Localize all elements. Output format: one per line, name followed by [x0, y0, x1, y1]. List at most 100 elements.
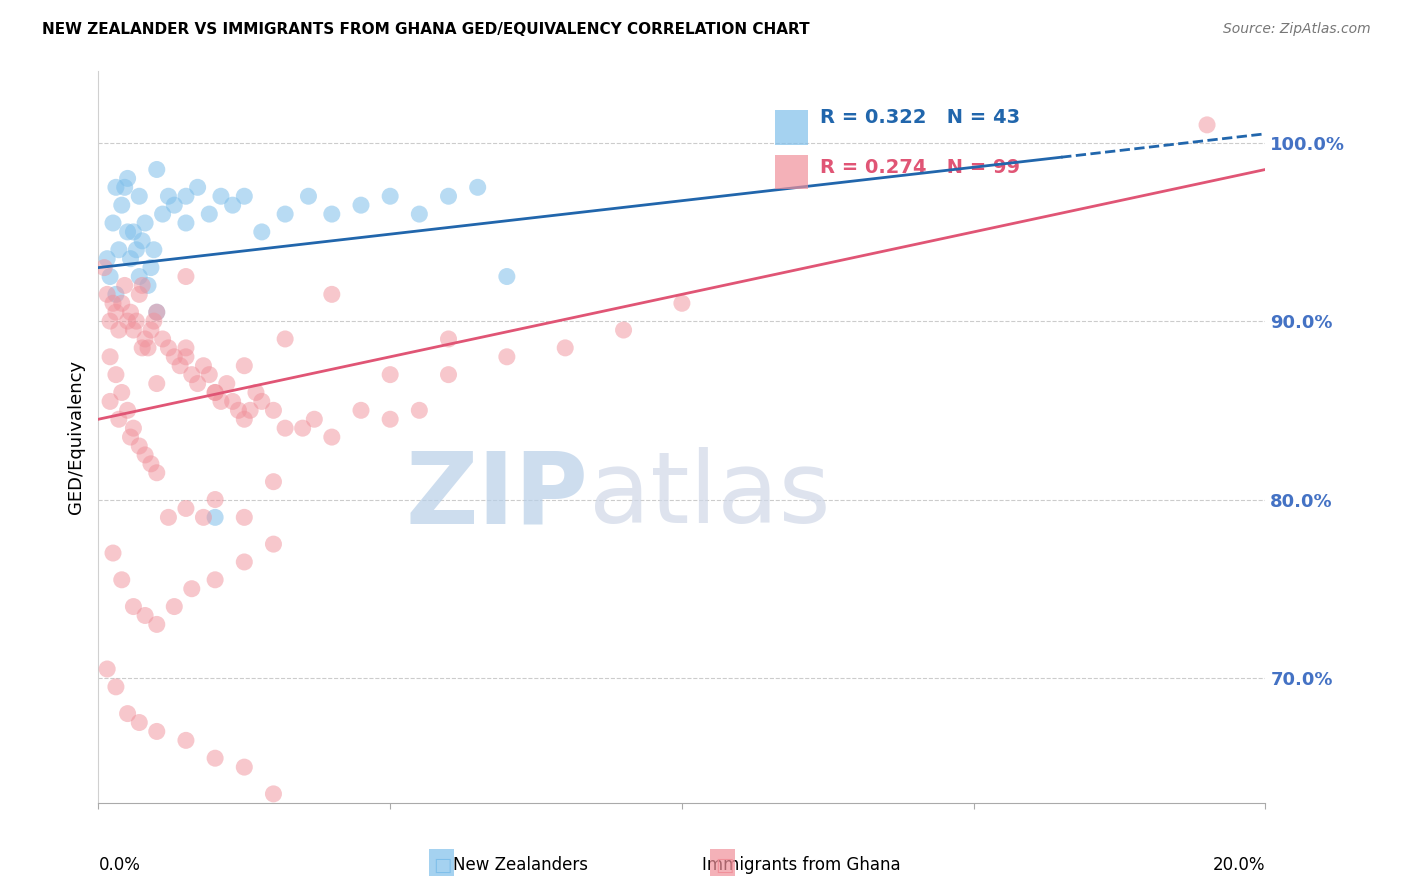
- Point: [157, 341, 180, 355]
- Point: [134, 216, 156, 230]
- Text: atlas: atlas: [589, 447, 830, 544]
- Point: [104, 287, 127, 301]
- Point: [101, 546, 124, 560]
- Point: [142, 243, 165, 257]
- Point: [98, 314, 121, 328]
- Point: [117, 403, 139, 417]
- Point: [274, 207, 297, 221]
- Point: [209, 189, 232, 203]
- Point: [221, 394, 243, 409]
- Point: [108, 243, 131, 257]
- Point: [139, 323, 162, 337]
- Point: [139, 457, 162, 471]
- Point: [146, 162, 169, 177]
- Point: [174, 189, 197, 203]
- Point: [152, 332, 174, 346]
- Point: [120, 430, 142, 444]
- Point: [228, 403, 250, 417]
- Point: [204, 492, 226, 507]
- Point: [380, 189, 402, 203]
- Point: [146, 305, 169, 319]
- Point: [239, 403, 262, 417]
- Point: [263, 403, 285, 417]
- Point: [163, 198, 186, 212]
- Point: [157, 510, 180, 524]
- Point: [128, 189, 150, 203]
- Point: [96, 287, 118, 301]
- Point: [250, 225, 273, 239]
- Point: [146, 617, 169, 632]
- Point: [131, 278, 153, 293]
- Point: [496, 350, 519, 364]
- Point: [174, 216, 197, 230]
- Point: [193, 359, 215, 373]
- Point: [122, 323, 145, 337]
- Point: [204, 510, 226, 524]
- Point: [174, 341, 197, 355]
- Point: [101, 216, 124, 230]
- Point: [233, 510, 256, 524]
- Point: [152, 207, 174, 221]
- Point: [1197, 118, 1219, 132]
- Point: [204, 385, 226, 400]
- Point: [125, 314, 148, 328]
- Point: [104, 305, 127, 319]
- Text: R = 0.274   N = 99: R = 0.274 N = 99: [820, 158, 1019, 178]
- Point: [136, 278, 159, 293]
- Point: [274, 421, 297, 435]
- Point: [221, 198, 243, 212]
- Point: [128, 287, 150, 301]
- Point: [111, 385, 134, 400]
- Point: [174, 269, 197, 284]
- Point: [215, 376, 238, 391]
- Point: [174, 733, 197, 747]
- Text: □: □: [433, 855, 453, 875]
- Point: [98, 394, 121, 409]
- Text: Source: ZipAtlas.com: Source: ZipAtlas.com: [1223, 22, 1371, 37]
- Point: [250, 394, 273, 409]
- Point: [117, 225, 139, 239]
- Point: [134, 608, 156, 623]
- Point: [174, 501, 197, 516]
- Point: [204, 751, 226, 765]
- Point: [96, 252, 118, 266]
- Point: [263, 787, 285, 801]
- Point: [187, 180, 209, 194]
- Point: [128, 439, 150, 453]
- Point: [304, 412, 326, 426]
- Point: [297, 189, 319, 203]
- Point: [321, 207, 343, 221]
- Point: [114, 278, 136, 293]
- Point: [198, 368, 221, 382]
- Point: [380, 412, 402, 426]
- Point: [108, 323, 131, 337]
- Text: R = 0.322   N = 43: R = 0.322 N = 43: [820, 108, 1019, 127]
- Point: [408, 403, 430, 417]
- Point: [204, 385, 226, 400]
- Point: [437, 368, 460, 382]
- Point: [321, 814, 343, 828]
- Text: ZIP: ZIP: [406, 447, 589, 544]
- Text: 0.0%: 0.0%: [98, 856, 141, 874]
- Point: [134, 448, 156, 462]
- Point: [233, 412, 256, 426]
- Point: [180, 582, 202, 596]
- Point: [114, 180, 136, 194]
- Point: [125, 243, 148, 257]
- Point: [122, 421, 145, 435]
- Text: New Zealanders: New Zealanders: [453, 856, 588, 874]
- Point: [204, 573, 226, 587]
- Point: [142, 314, 165, 328]
- Point: [350, 198, 373, 212]
- FancyBboxPatch shape: [775, 111, 808, 145]
- Point: [291, 421, 314, 435]
- Point: [104, 368, 127, 382]
- Point: [174, 350, 197, 364]
- Point: [98, 350, 121, 364]
- Point: [233, 189, 256, 203]
- Point: [193, 510, 215, 524]
- Point: [93, 260, 115, 275]
- Y-axis label: GED/Equivalency: GED/Equivalency: [66, 360, 84, 514]
- Point: [128, 269, 150, 284]
- Point: [104, 180, 127, 194]
